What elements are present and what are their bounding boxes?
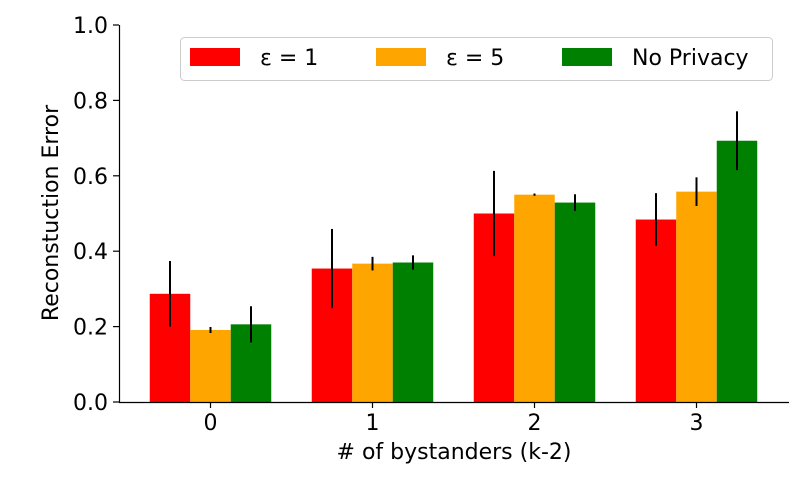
bar-2-category-3 — [676, 191, 717, 402]
y-tick-label: 0.6 — [73, 165, 108, 190]
y-tick-label: 0.2 — [73, 316, 108, 341]
legend-swatch-no-privacy — [562, 48, 612, 66]
legend-swatch-epsilon-1 — [190, 48, 240, 66]
bar-3-category-2 — [554, 202, 596, 402]
x-axis-label: # of bystanders (k-2) — [337, 440, 572, 465]
x-tick-label: 2 — [528, 411, 542, 436]
legend-label-no-privacy: No Privacy — [632, 46, 749, 71]
y-tick-label: 0.8 — [73, 89, 108, 114]
x-tick-label: 0 — [204, 411, 218, 436]
legend-frame — [180, 37, 773, 81]
bar-3-category-3 — [716, 140, 758, 402]
bar-2-category-2 — [514, 194, 555, 402]
legend-label-epsilon-1: ε = 1 — [260, 46, 318, 71]
error-bars-layer — [169, 111, 738, 343]
y-ticks: 0.0 0.2 0.4 0.6 0.8 1.0 — [73, 14, 119, 416]
x-ticks: 0 1 2 3 — [204, 402, 704, 436]
bars-layer — [149, 140, 758, 402]
axes — [118, 25, 789, 404]
x-tick-label: 3 — [690, 411, 704, 436]
legend-swatch-epsilon-5 — [376, 48, 426, 66]
x-tick-label: 1 — [366, 411, 380, 436]
bar-3-category-1 — [392, 262, 434, 402]
y-tick-label: 0.4 — [73, 240, 108, 265]
y-tick-label: 1.0 — [73, 14, 108, 39]
bar-2-category-0 — [190, 329, 231, 402]
bar-1-category-3 — [635, 219, 677, 402]
y-tick-label: 0.0 — [73, 391, 108, 416]
y-axis-label: Reconstuction Error — [39, 104, 64, 321]
legend-label-epsilon-5: ε = 5 — [446, 46, 504, 71]
legend: ε = 1 ε = 5 No Privacy — [180, 37, 773, 81]
bar-2-category-1 — [352, 263, 393, 402]
